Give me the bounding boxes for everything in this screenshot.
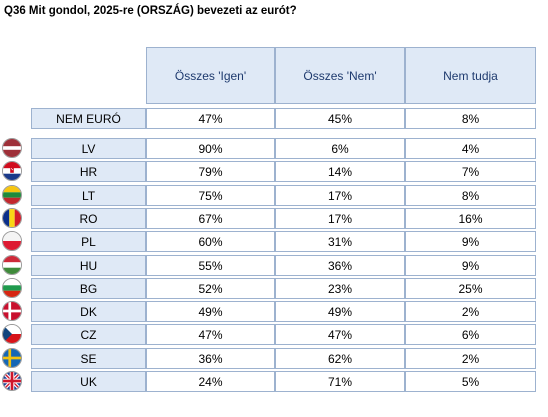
cell-lv-dont-know: 4%: [405, 138, 536, 159]
cell-lt-yes: 75%: [146, 185, 275, 206]
cell-hr-yes: 79%: [146, 161, 275, 182]
cell-pl-no: 31%: [275, 231, 405, 252]
row-label-lt: LT: [31, 185, 146, 206]
latvia-flag-icon: [2, 138, 22, 158]
cell-uk-dont-know: 5%: [405, 371, 536, 392]
cell-se-dont-know: 2%: [405, 348, 536, 369]
cell-dk-yes: 49%: [146, 301, 275, 322]
row-label-cz: CZ: [31, 324, 146, 345]
cell-lv-yes: 90%: [146, 138, 275, 159]
lithuania-flag-icon: [2, 185, 22, 205]
cell-bg-no: 23%: [275, 278, 405, 299]
cell-dk-dont-know: 2%: [405, 301, 536, 322]
column-header-yes: Összes 'Igen': [146, 47, 275, 104]
cell-hr-dont-know: 7%: [405, 161, 536, 182]
row-label-se: SE: [31, 348, 146, 369]
column-header-no: Összes 'Nem': [275, 47, 405, 104]
denmark-flag-icon: [2, 301, 22, 321]
hungary-flag-icon: [2, 255, 22, 275]
row-label-pl: PL: [31, 231, 146, 252]
summary-row-no: 45%: [275, 108, 405, 129]
uk-flag-icon: [2, 371, 22, 391]
cell-cz-dont-know: 6%: [405, 324, 536, 345]
cell-hu-yes: 55%: [146, 255, 275, 276]
cell-bg-dont-know: 25%: [405, 278, 536, 299]
poland-flag-icon: [2, 231, 22, 251]
cell-bg-yes: 52%: [146, 278, 275, 299]
summary-row-label: NEM EURÓ: [31, 108, 146, 129]
row-label-hr: HR: [31, 161, 146, 182]
cell-dk-no: 49%: [275, 301, 405, 322]
czechia-flag-icon: [2, 324, 22, 344]
bulgaria-flag-icon: [2, 278, 22, 298]
cell-ro-dont-know: 16%: [405, 208, 536, 229]
row-label-hu: HU: [31, 255, 146, 276]
column-header-dont-know: Nem tudja: [405, 47, 536, 104]
cell-cz-yes: 47%: [146, 324, 275, 345]
row-label-lv: LV: [31, 138, 146, 159]
cell-pl-yes: 60%: [146, 231, 275, 252]
cell-lt-no: 17%: [275, 185, 405, 206]
summary-row-dont-know: 8%: [405, 108, 536, 129]
cell-lt-dont-know: 8%: [405, 185, 536, 206]
cell-hr-no: 14%: [275, 161, 405, 182]
cell-se-no: 62%: [275, 348, 405, 369]
row-label-bg: BG: [31, 278, 146, 299]
row-label-dk: DK: [31, 301, 146, 322]
cell-uk-no: 71%: [275, 371, 405, 392]
cell-pl-dont-know: 9%: [405, 231, 536, 252]
cell-uk-yes: 24%: [146, 371, 275, 392]
cell-cz-no: 47%: [275, 324, 405, 345]
cell-hu-dont-know: 9%: [405, 255, 536, 276]
cell-lv-no: 6%: [275, 138, 405, 159]
cell-ro-yes: 67%: [146, 208, 275, 229]
cell-hu-no: 36%: [275, 255, 405, 276]
summary-row-yes: 47%: [146, 108, 275, 129]
cell-ro-no: 17%: [275, 208, 405, 229]
sweden-flag-icon: [2, 348, 22, 368]
chart-title: Q36 Mit gondol, 2025-re (ORSZÁG) bevezet…: [4, 5, 297, 17]
romania-flag-icon: [2, 208, 22, 228]
row-label-ro: RO: [31, 208, 146, 229]
cell-se-yes: 36%: [146, 348, 275, 369]
croatia-flag-icon: [2, 161, 22, 181]
row-label-uk: UK: [31, 371, 146, 392]
